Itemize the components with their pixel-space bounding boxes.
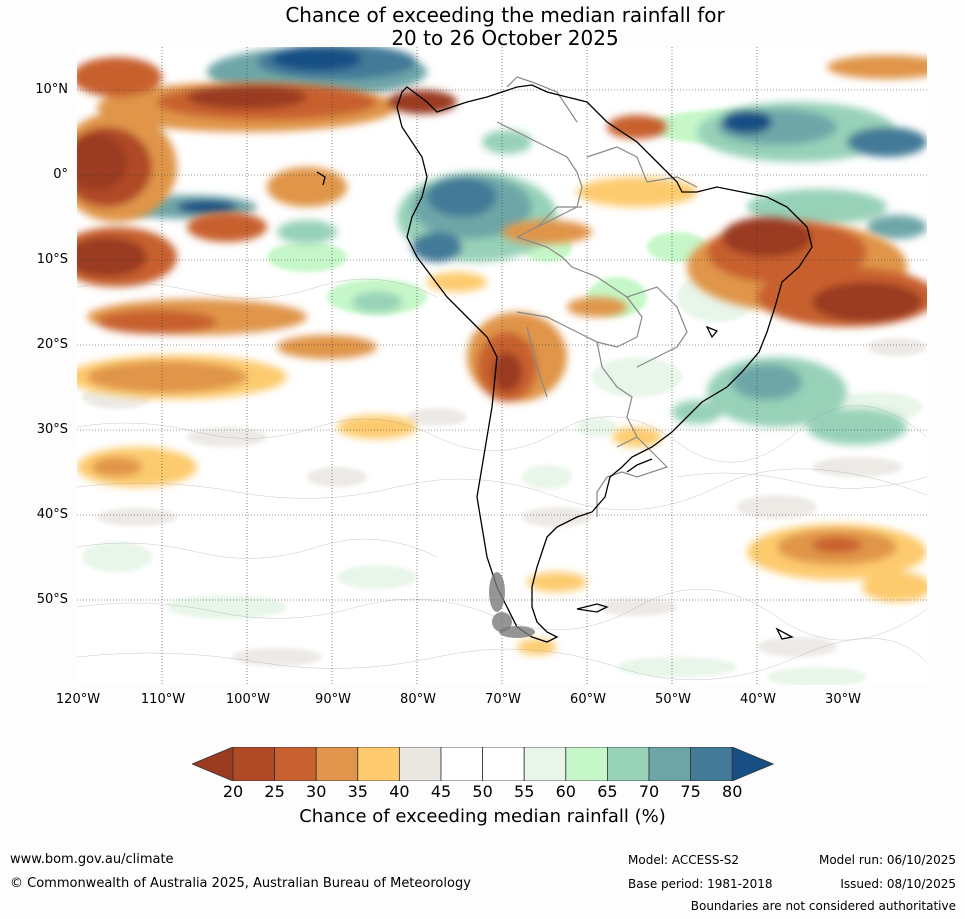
colorbar-tick-label: 35 xyxy=(347,782,368,801)
colorbar-tick-label: 40 xyxy=(389,782,410,801)
colorbar-segment xyxy=(565,746,608,782)
rainfall-map xyxy=(77,47,927,685)
map-title: Chance of exceeding the median rainfall … xyxy=(0,4,965,50)
country-borders xyxy=(496,76,698,517)
colorbar-segment xyxy=(523,746,567,782)
title-line-1: Chance of exceeding the median rainfall … xyxy=(285,3,725,27)
lon-label-30w: 30°W xyxy=(825,692,861,707)
title-line-2: 20 to 26 October 2025 xyxy=(391,26,619,50)
graticule xyxy=(77,47,927,685)
lon-label-40w: 40°W xyxy=(740,692,776,707)
coastline xyxy=(316,84,813,643)
base-period: Base period: 1981-2018 xyxy=(628,877,773,891)
boundaries-disclaimer: Boundaries are not considered authoritat… xyxy=(690,899,956,913)
lon-label-90w: 90°W xyxy=(315,692,351,707)
colorbar-segment xyxy=(606,746,650,782)
lon-label-110w: 110°W xyxy=(140,692,186,707)
lat-label-50s: 50°S xyxy=(36,592,68,607)
lon-label-70w: 70°W xyxy=(485,692,521,707)
colorbar-tick-label: 65 xyxy=(597,782,618,801)
lon-label-80w: 80°W xyxy=(400,692,436,707)
colorbar-tick-label: 60 xyxy=(555,782,576,801)
colorbar-tick-label: 30 xyxy=(306,782,327,801)
colorbar-segment xyxy=(398,746,442,782)
chile-fjords xyxy=(489,572,535,638)
colorbar-extend-high xyxy=(731,746,775,782)
colorbar-label: Chance of exceeding median rainfall (%) xyxy=(0,806,965,827)
lat-label-30s: 30°S xyxy=(36,422,68,437)
colorbar xyxy=(190,746,775,782)
wet-patches xyxy=(117,47,927,445)
lat-label-0: 0° xyxy=(53,167,68,182)
lon-label-120w: 120°W xyxy=(55,692,101,707)
model-name: Model: ACCESS-S2 xyxy=(628,853,740,867)
colorbar-tick-label: 45 xyxy=(430,782,452,801)
colorbar-segment xyxy=(315,746,359,782)
colorbar-tick-label: 55 xyxy=(514,782,535,801)
colorbar-extend-low xyxy=(190,746,234,782)
lon-label-100w: 100°W xyxy=(225,692,271,707)
colorbar-segment xyxy=(648,746,691,782)
lon-label-60w: 60°W xyxy=(570,692,606,707)
lat-label-10s: 10°S xyxy=(36,252,68,267)
lat-label-40s: 40°S xyxy=(36,507,68,522)
colorbar-tick-label: 25 xyxy=(264,782,285,801)
lat-label-20s: 20°S xyxy=(36,337,68,352)
colorbar-segment xyxy=(357,746,400,782)
colorbar-segment xyxy=(482,746,525,782)
dry-patches xyxy=(77,55,927,655)
colorbar-tick-label: 50 xyxy=(472,782,493,801)
issued-date: Issued: 08/10/2025 xyxy=(840,877,956,891)
colorbar-segment xyxy=(232,746,275,782)
lat-label-10n: 10°N xyxy=(35,82,68,97)
colorbar-label-text: Chance of exceeding median rainfall (%) xyxy=(299,806,666,827)
colorbar-tick-label: 75 xyxy=(680,782,701,801)
colorbar-tick-label: 70 xyxy=(638,782,660,801)
model-run-date: Model run: 06/10/2025 xyxy=(818,853,956,867)
website-link[interactable]: www.bom.gov.au/climate xyxy=(10,852,174,867)
colorbar-tick-label: 80 xyxy=(722,782,743,801)
colorbar-segment xyxy=(274,746,317,782)
colorbar-tick-label: 20 xyxy=(222,782,244,801)
lon-label-50w: 50°W xyxy=(655,692,691,707)
colorbar-segment xyxy=(440,746,483,782)
copyright: © Commonwealth of Australia 2025, Austra… xyxy=(10,876,471,891)
colorbar-segment xyxy=(690,746,733,782)
